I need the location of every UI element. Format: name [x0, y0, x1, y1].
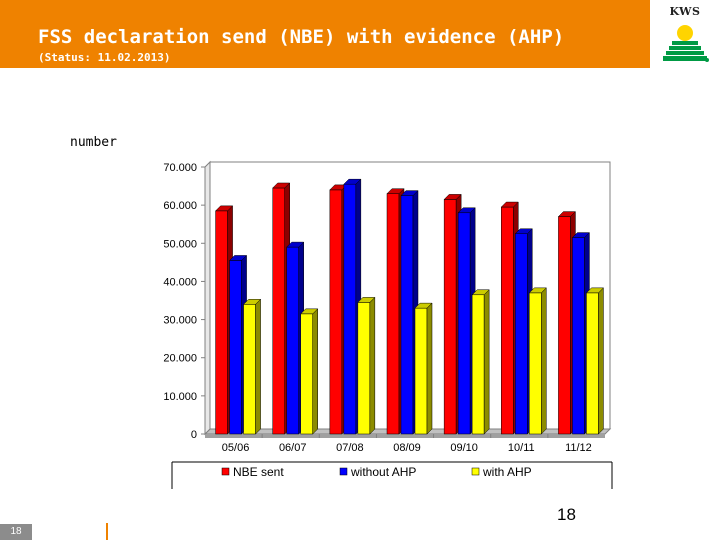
legend-label-with-ahp: with AHP — [482, 465, 532, 479]
x-tick-label: 09/10 — [450, 442, 478, 454]
plot-floor-edge — [205, 434, 605, 438]
y-tick-label: 40.000 — [163, 276, 197, 288]
x-tick-label: 06/07 — [279, 442, 307, 454]
bar-with-ahp-05-06 — [242, 298, 262, 435]
y-tick-label: 70.000 — [163, 162, 197, 174]
x-tick-label: 08/09 — [393, 442, 421, 454]
bar-with-ahp-11-12 — [585, 287, 605, 435]
x-tick-label: 10/11 — [508, 442, 535, 454]
kws-logo: KWS — [657, 2, 715, 66]
slide-subtitle: (Status: 11.02.2013) — [38, 51, 171, 64]
x-tick-label: 07/08 — [336, 442, 364, 454]
legend-swatch-nbe-sent — [221, 467, 230, 476]
y-tick-label: 0 — [191, 429, 197, 441]
y-axis-unit-label: number — [70, 135, 117, 150]
logo-text: KWS — [669, 5, 701, 18]
legend-swatch-without-ahp — [339, 467, 348, 476]
page-number: 18 — [557, 505, 576, 524]
y-tick-label: 10.000 — [163, 391, 197, 403]
bar-with-ahp-10-11 — [528, 287, 547, 435]
legend-label-without-ahp: without AHP — [350, 465, 416, 479]
plot-side-wall — [204, 160, 211, 436]
legend-swatch-with-ahp — [471, 467, 480, 476]
y-tick-label: 60.000 — [163, 200, 197, 212]
bar-with-ahp-06-07 — [300, 308, 319, 435]
x-tick-label: 11/12 — [565, 442, 592, 454]
bar-with-ahp-08-09 — [414, 302, 433, 435]
bar-with-ahp-07-08 — [357, 296, 376, 435]
legend-label-nbe-sent: NBE sent — [233, 465, 284, 479]
bar-chart: 0 10.000 20.000 30.000 40.000 50.000 60.000 70.… — [163, 160, 613, 489]
x-tick-label: 05/06 — [222, 442, 250, 454]
slide-title: FSS declaration send (NBE) with evidence… — [38, 26, 565, 48]
y-tick-label: 30.000 — [163, 315, 197, 327]
y-tick-label: 50.000 — [163, 238, 197, 250]
kws-logo-icon — [663, 25, 709, 62]
header-bar: FSS declaration send (NBE) with evidence… — [0, 0, 650, 68]
footer-slide-number: 18 — [0, 524, 32, 540]
y-tick-label: 20.000 — [163, 353, 197, 365]
bar-with-ahp-09-10 — [471, 289, 490, 435]
footer-divider — [106, 523, 108, 540]
